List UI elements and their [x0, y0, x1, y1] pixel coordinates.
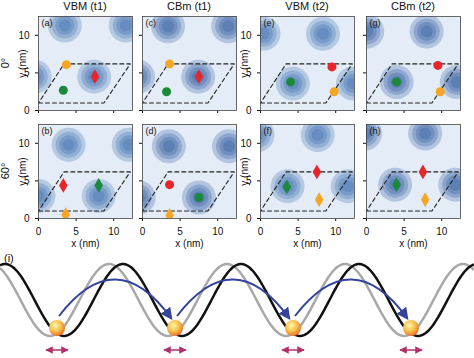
svg-text:10: 10: [240, 138, 252, 149]
html-text:CBm (t2): CBm (t2): [391, 0, 435, 12]
svg-text:5: 5: [177, 226, 183, 237]
svg-text:10: 10: [18, 30, 30, 41]
svg-text:x (nm): x (nm): [293, 238, 321, 249]
svg-text:10: 10: [330, 226, 342, 237]
svg-text:10: 10: [240, 30, 252, 41]
svg-text:x (nm): x (nm): [71, 238, 99, 249]
svg-text:x (nm): x (nm): [175, 238, 203, 249]
svg-text:10: 10: [436, 226, 448, 237]
svg-text:5: 5: [73, 226, 79, 237]
svg-text:y (nm): y (nm): [239, 157, 250, 185]
svg-text:0: 0: [246, 105, 252, 116]
svg-text:x (nm): x (nm): [399, 238, 427, 249]
html-text:60°: 60°: [0, 162, 11, 180]
html-text:VBM (t1): VBM (t1): [63, 0, 107, 12]
svg-text:0: 0: [246, 213, 252, 224]
html-text:CBm (t1): CBm (t1): [167, 0, 211, 12]
svg-text:(a): (a): [42, 18, 53, 28]
svg-text:(f): (f): [264, 126, 273, 136]
svg-text:(b): (b): [42, 126, 53, 136]
svg-text:(d): (d): [146, 126, 157, 136]
svg-text:0: 0: [24, 213, 30, 224]
svg-text:y (nm): y (nm): [239, 49, 250, 77]
svg-text:10: 10: [18, 138, 30, 149]
svg-text:y (nm): y (nm): [17, 157, 28, 185]
svg-text:10: 10: [212, 226, 224, 237]
svg-text:10: 10: [108, 226, 120, 237]
svg-text:y (nm): y (nm): [17, 49, 28, 77]
svg-text:0: 0: [258, 226, 264, 237]
html-text:VBM (t2): VBM (t2): [285, 0, 329, 12]
svg-text:5: 5: [295, 226, 301, 237]
svg-text:(h): (h): [370, 126, 381, 136]
svg-text:(c): (c): [146, 18, 157, 28]
svg-text:0: 0: [24, 105, 30, 116]
svg-text:(g): (g): [370, 18, 381, 28]
svg-text:0: 0: [364, 226, 370, 237]
svg-text:5: 5: [401, 226, 407, 237]
svg-text:(i): (i): [4, 252, 14, 264]
svg-text:0: 0: [36, 226, 42, 237]
html-text:0°: 0°: [0, 57, 11, 69]
svg-text:0: 0: [140, 226, 146, 237]
svg-text:(e): (e): [264, 18, 275, 28]
